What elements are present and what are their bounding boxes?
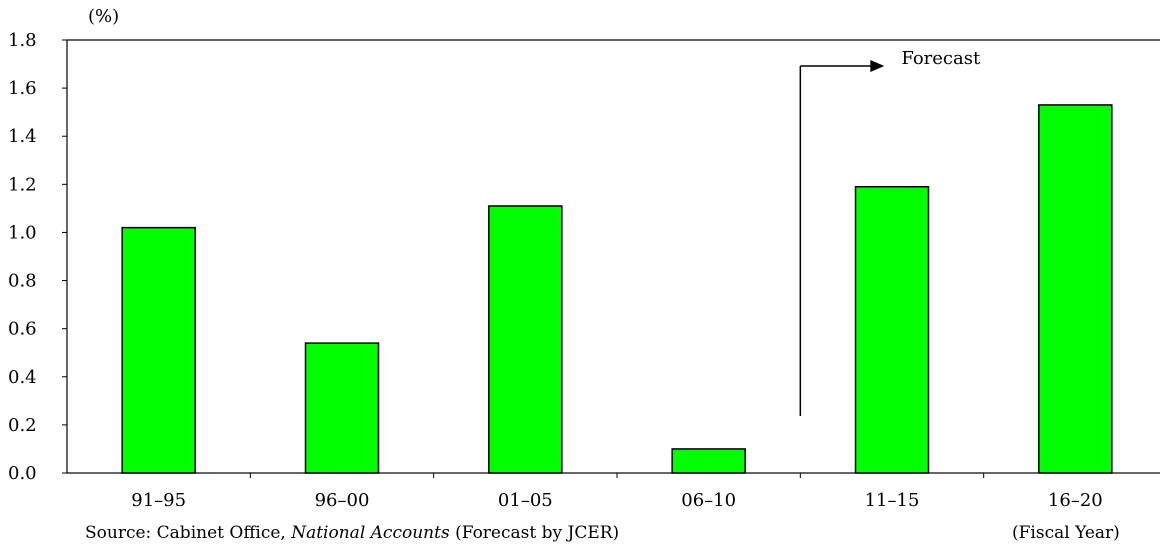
source-title: National Accounts xyxy=(291,523,450,543)
y-tick-label: 1.0 xyxy=(8,222,37,243)
y-tick-label: 0.0 xyxy=(8,463,37,484)
source-suffix: (Forecast by JCER) xyxy=(449,523,620,543)
forecast-arrow-head xyxy=(870,60,885,72)
bar-96–00 xyxy=(304,342,380,474)
x-tick-label: 01–05 xyxy=(498,490,553,511)
source-prefix: Source: Cabinet Office, xyxy=(85,523,292,543)
y-tick-label: 1.6 xyxy=(8,78,37,99)
x-tick-label: 11–15 xyxy=(865,490,920,511)
x-tick-label: 06–10 xyxy=(681,490,736,511)
y-tick-label: 1.2 xyxy=(8,174,37,195)
bar-06–10 xyxy=(671,448,746,474)
x-axis-label: (Fiscal Year) xyxy=(1012,523,1120,543)
bar-11–15 xyxy=(854,185,930,474)
plot-frame xyxy=(66,39,1160,474)
x-tick-label: 16–20 xyxy=(1048,490,1103,511)
bar-16–20 xyxy=(1038,104,1113,474)
bar-01–05 xyxy=(488,205,563,474)
y-tick-label: 1.4 xyxy=(8,126,37,147)
bar-91–95 xyxy=(121,226,196,474)
y-axis-unit-label: (%) xyxy=(88,6,120,27)
x-tick-label: 96–00 xyxy=(315,490,370,511)
y-tick-label: 1.8 xyxy=(8,30,37,51)
x-tick-label: 91–95 xyxy=(131,490,186,511)
y-tick-label: 0.2 xyxy=(8,415,37,436)
y-tick-label: 0.6 xyxy=(8,319,37,340)
y-tick-label: 0.4 xyxy=(8,367,37,388)
forecast-label: Forecast xyxy=(901,48,981,69)
source-note: Source: Cabinet Office, National Account… xyxy=(85,523,619,543)
y-tick-label: 0.8 xyxy=(8,271,37,292)
